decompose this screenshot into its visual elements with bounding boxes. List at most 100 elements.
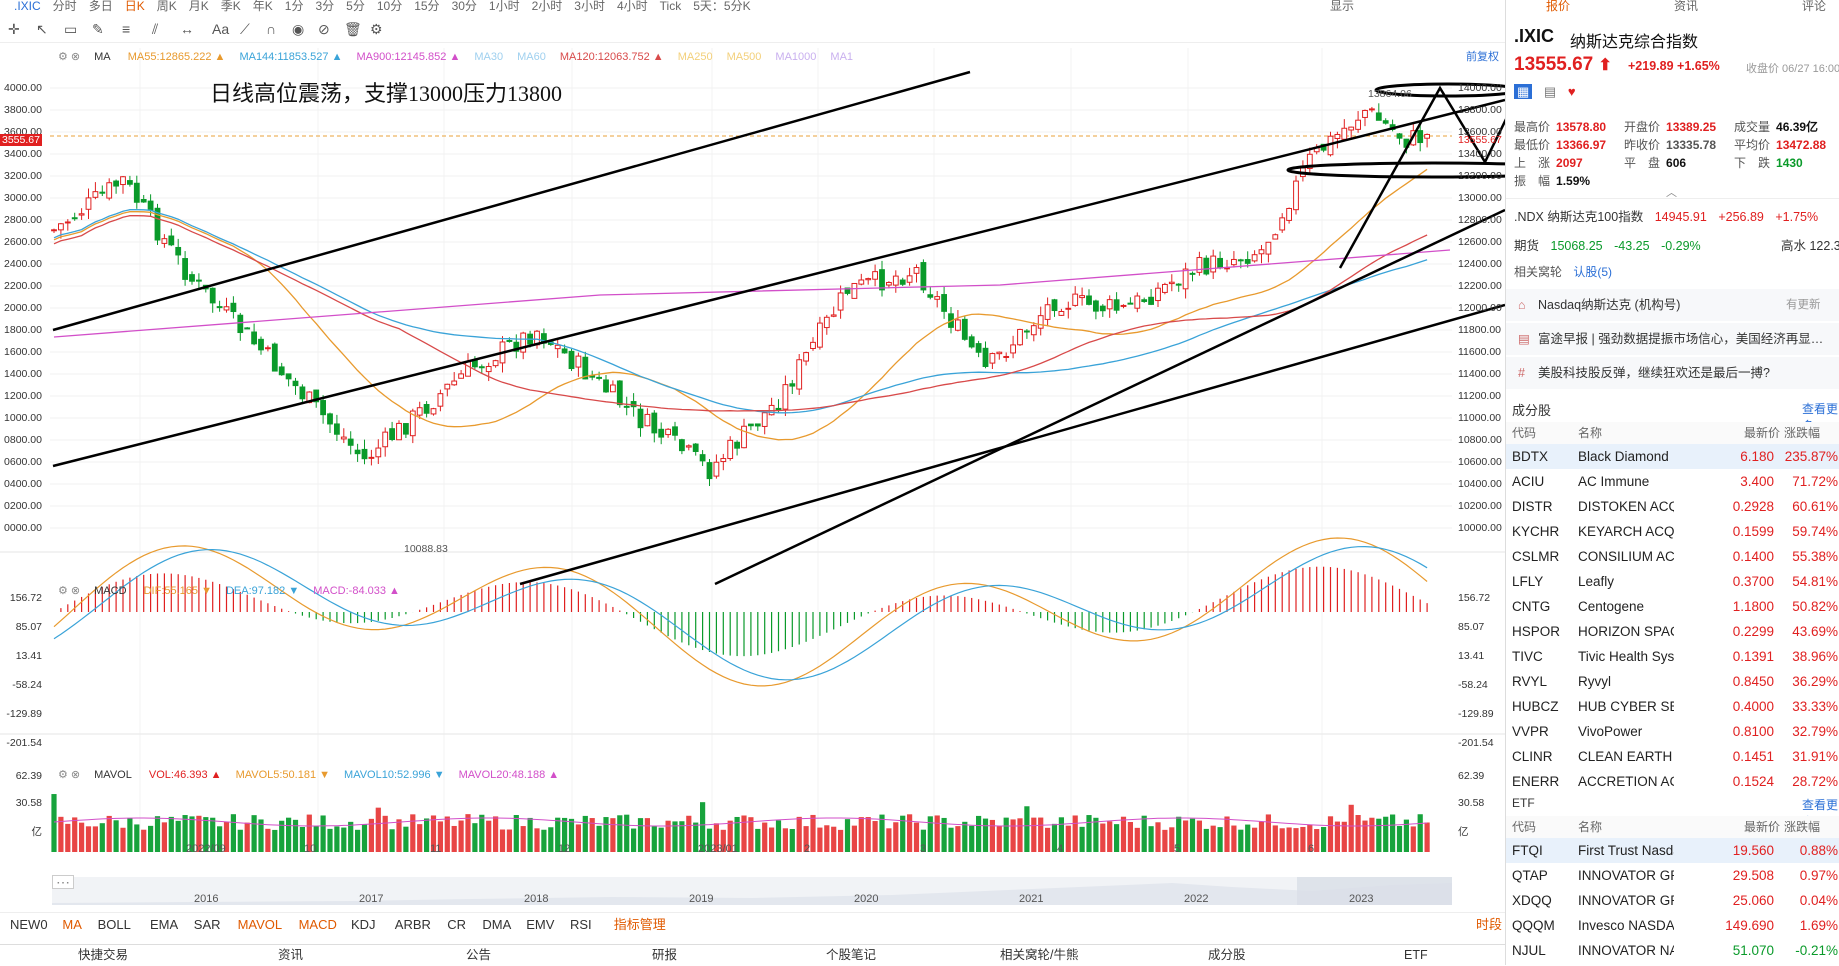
futures-row[interactable]: 期货 15068.25 -43.25 -0.29% 高水 122.3 [1514, 239, 1839, 253]
gear-icon[interactable]: ⚙ ⊗ [58, 585, 81, 597]
time-tick: 5 [1174, 843, 1181, 855]
period-tab[interactable]: 分时 [52, 0, 77, 12]
indicator-tab[interactable]: DMA [482, 917, 512, 932]
period-tab[interactable]: 15分 [414, 0, 440, 12]
period-tab[interactable]: 5分 [346, 0, 365, 12]
ray-tool-icon[interactable]: ⟋ [240, 21, 250, 37]
period-tab[interactable]: Tick [659, 0, 682, 12]
favorite-icon[interactable]: ♥ [1567, 84, 1576, 99]
indicator-tab[interactable]: MACD [298, 917, 337, 932]
period-tab[interactable]: 周K [156, 0, 177, 12]
indicator-tab[interactable]: SAR [193, 917, 221, 932]
table-row[interactable]: HUBCZ HUB CYBER SEC 0.4000 33.33% [1506, 694, 1839, 719]
crosshair-icon[interactable]: ✛ [8, 21, 20, 37]
bottom-nav-item[interactable]: 相关窝轮/牛熊 [1000, 948, 1079, 962]
indicator-tab[interactable]: MA [62, 917, 82, 932]
table-row[interactable]: CNTG Centogene 1.1800 50.82% [1506, 594, 1839, 619]
gear-icon[interactable]: ⚙ ⊗ [58, 769, 81, 781]
news-item[interactable]: # 美股科技股反弹，继续狂欢还是最后一搏? [1506, 357, 1839, 390]
table-row[interactable]: NJUL INNOVATOR NAS 51.070 -0.21% [1506, 938, 1839, 963]
indicator-tab[interactable]: BOLL [97, 917, 131, 932]
table-row[interactable]: ENERR ACCRETION AC 0.1524 28.72% [1506, 769, 1839, 794]
period-tab[interactable]: 月K [188, 0, 209, 12]
table-row[interactable]: HSPOR HORIZON SPAC 0.2299 43.69% [1506, 619, 1839, 644]
indicator-tab[interactable]: RSI [570, 917, 592, 932]
bottom-nav-item[interactable]: 个股笔记 [826, 948, 877, 962]
overview-navigator[interactable] [52, 877, 1452, 905]
period-tab[interactable]: 4小时 [616, 0, 648, 12]
table-row[interactable]: LFLY Leafly 0.3700 54.81% [1506, 569, 1839, 594]
kline-chart[interactable] [0, 40, 1505, 910]
period-tab[interactable]: 2小时 [531, 0, 563, 12]
table-row[interactable]: VVPR VivoPower 0.8100 32.79% [1506, 719, 1839, 744]
table-row[interactable]: RVYL Ryvyl 0.8450 36.29% [1506, 669, 1839, 694]
indicator-tab[interactable]: 指标管理 [613, 917, 666, 932]
table-row[interactable]: QTAP INNOVATOR GRO 29.508 0.97% [1506, 863, 1839, 888]
pen-tool-icon[interactable]: ✎ [92, 21, 104, 37]
table-row[interactable]: CSLMR CONSILIUM AC 0.1400 55.38% [1506, 544, 1839, 569]
table-row[interactable]: QQQM Invesco NASDAQ 149.690 1.69% [1506, 913, 1839, 938]
period-tab[interactable]: 日K [124, 0, 145, 12]
macd-tick-right: 156.72 [1458, 592, 1491, 604]
ndx-row[interactable]: .NDX 纳斯达克100指数 14945.91 +256.89 +1.75% [1514, 210, 1819, 224]
period-tab[interactable]: 5天：5分K [693, 0, 751, 12]
warrants-link[interactable]: 认股(5) [1573, 265, 1613, 279]
fibonacci-tool-icon[interactable]: ≡ [122, 21, 131, 37]
table-row[interactable]: BDTX Black Diamond 6.180 235.87% [1506, 444, 1839, 469]
trash-icon[interactable]: 🗑 [344, 21, 362, 37]
bottom-nav-item[interactable]: ETF [1404, 948, 1428, 962]
settings-icon[interactable]: ⚙ [370, 21, 383, 37]
eye-icon[interactable]: ◉ [292, 21, 305, 37]
period-tab[interactable]: 年K [252, 0, 273, 12]
period-tab[interactable]: 30分 [451, 0, 477, 12]
indicator-tab[interactable]: KDJ [351, 917, 376, 932]
bottom-nav-item[interactable]: 快捷交易 [78, 948, 129, 962]
indicator-tab[interactable]: EMA [150, 917, 179, 932]
indicator-tab[interactable]: ARBR [394, 917, 431, 932]
indicator-tab[interactable]: CR [447, 917, 466, 932]
period-tab[interactable]: 3分 [315, 0, 335, 12]
period-tab[interactable]: 3小时 [574, 0, 605, 12]
year-tick: 2023 [1349, 893, 1374, 905]
quote-tab[interactable]: 资讯 [1674, 0, 1699, 13]
cursor-icon[interactable]: ↖ [36, 21, 48, 37]
magnet-icon[interactable]: ∩ [266, 21, 277, 37]
overview-handle[interactable]: ⋯ [52, 875, 74, 889]
period-tab[interactable]: 季K [220, 0, 241, 12]
table-row[interactable]: CLINR CLEAN EARTH A 0.1451 31.91% [1506, 744, 1839, 769]
period-tab[interactable]: 1小时 [488, 0, 520, 12]
table-row[interactable]: ACIU AC Immune 3.400 71.72% [1506, 469, 1839, 494]
table-row[interactable]: KYCHR KEYARCH ACQU 0.1599 59.74% [1506, 519, 1839, 544]
doc-icon[interactable]: ▤ [1543, 84, 1557, 99]
bottom-nav-item[interactable]: 公告 [466, 948, 492, 962]
adjust-mode[interactable]: 前复权 [1466, 51, 1499, 63]
news-item[interactable]: ⌂ Nasdaq纳斯达克 (机构号) 有更新 [1506, 289, 1839, 322]
display-menu[interactable]: 显示 [1330, 0, 1355, 12]
news-item[interactable]: ▤ 富途早报 | 强劲数据提振市场信心，美国经济再显… [1506, 323, 1839, 356]
rectangle-tool-icon[interactable]: ▭ [64, 21, 78, 37]
period-tab[interactable]: 多日 [88, 0, 113, 12]
table-row[interactable]: TIVC Tivic Health Sys 0.1391 38.96% [1506, 644, 1839, 669]
arrow-tool-icon[interactable]: ↔ [180, 21, 194, 37]
bottom-nav-item[interactable]: 研报 [652, 948, 678, 962]
table-row[interactable]: XDQQ INNOVATOR GRO 25.060 0.04% [1506, 888, 1839, 913]
gear-icon[interactable]: ⚙ ⊗ [58, 51, 81, 63]
parallel-tool-icon[interactable]: ⫽ [152, 21, 159, 37]
table-row[interactable]: FTQI First Trust Nasdaq 19.560 0.88% [1506, 838, 1839, 863]
text-tool-icon[interactable]: Aa [212, 21, 230, 37]
bottom-nav-item[interactable]: 资讯 [278, 948, 304, 962]
indicator-tab[interactable]: EMV [526, 917, 555, 932]
lock-icon[interactable]: ⊘ [318, 21, 330, 37]
indicator-tab[interactable]: MAVOL [237, 917, 283, 932]
collapse-icon[interactable]: ︿ [1666, 187, 1677, 199]
table-row[interactable]: DISTR DISTOKEN ACQ 0.2928 60.61% [1506, 494, 1839, 519]
symbol-tab[interactable]: .IXIC [14, 0, 41, 12]
chart-icon[interactable]: ▦ [1514, 84, 1533, 99]
period-tab[interactable]: 1分 [284, 0, 304, 12]
quote-tab[interactable]: 评论 [1802, 0, 1827, 13]
timeshare-toggle[interactable]: 时段 [1476, 917, 1503, 932]
period-tab[interactable]: 10分 [376, 0, 403, 12]
indicator-tab[interactable]: NEW0 [10, 917, 48, 932]
bottom-nav-item[interactable]: 成分股 [1208, 948, 1246, 962]
quote-tab[interactable]: 报价 [1546, 0, 1571, 13]
